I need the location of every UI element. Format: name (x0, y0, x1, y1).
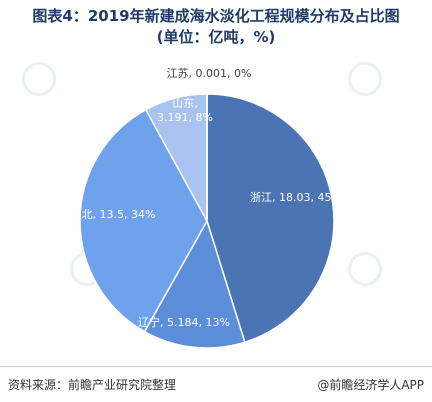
source-note: 资料来源：前瞻产业研究院整理 (8, 378, 177, 392)
slice-label-3: 河北, 13.5, 34% (71, 208, 156, 221)
footer: 资料来源：前瞻产业研究院整理 @前瞻经济学人APP (0, 366, 432, 402)
chart-title: 图表4：2019年新建成海水淡化工程规模分布及占比图 (单位：亿吨，%) (0, 6, 432, 48)
pie-chart: 浙江, 18.03, 45% 辽宁, 5.184, 13% 河北, 13.5, 34… (71, 67, 342, 349)
brand-credit: @前瞻经济学人APP (317, 378, 424, 392)
watermark-logo-icon (22, 62, 56, 96)
slice-label-4: 山东, 3.191, 8% (157, 97, 213, 124)
chart-title-line1: 图表4：2019年新建成海水淡化工程规模分布及占比图 (32, 7, 400, 25)
slice-label-1: 浙江, 18.03, 45% (250, 191, 342, 204)
slice-label-5: 江苏, 0.001, 0% (167, 67, 252, 80)
pie-slice-2 (143, 219, 246, 349)
slice-label-2: 辽宁, 5.184, 13% (138, 315, 230, 329)
pie-slice-1 (206, 93, 335, 344)
watermark-logo-icon (348, 62, 382, 96)
watermark-logo-icon (348, 252, 382, 286)
chart-title-unit: (单位：亿吨，%) (156, 28, 276, 46)
pie-slice-3 (79, 108, 208, 333)
